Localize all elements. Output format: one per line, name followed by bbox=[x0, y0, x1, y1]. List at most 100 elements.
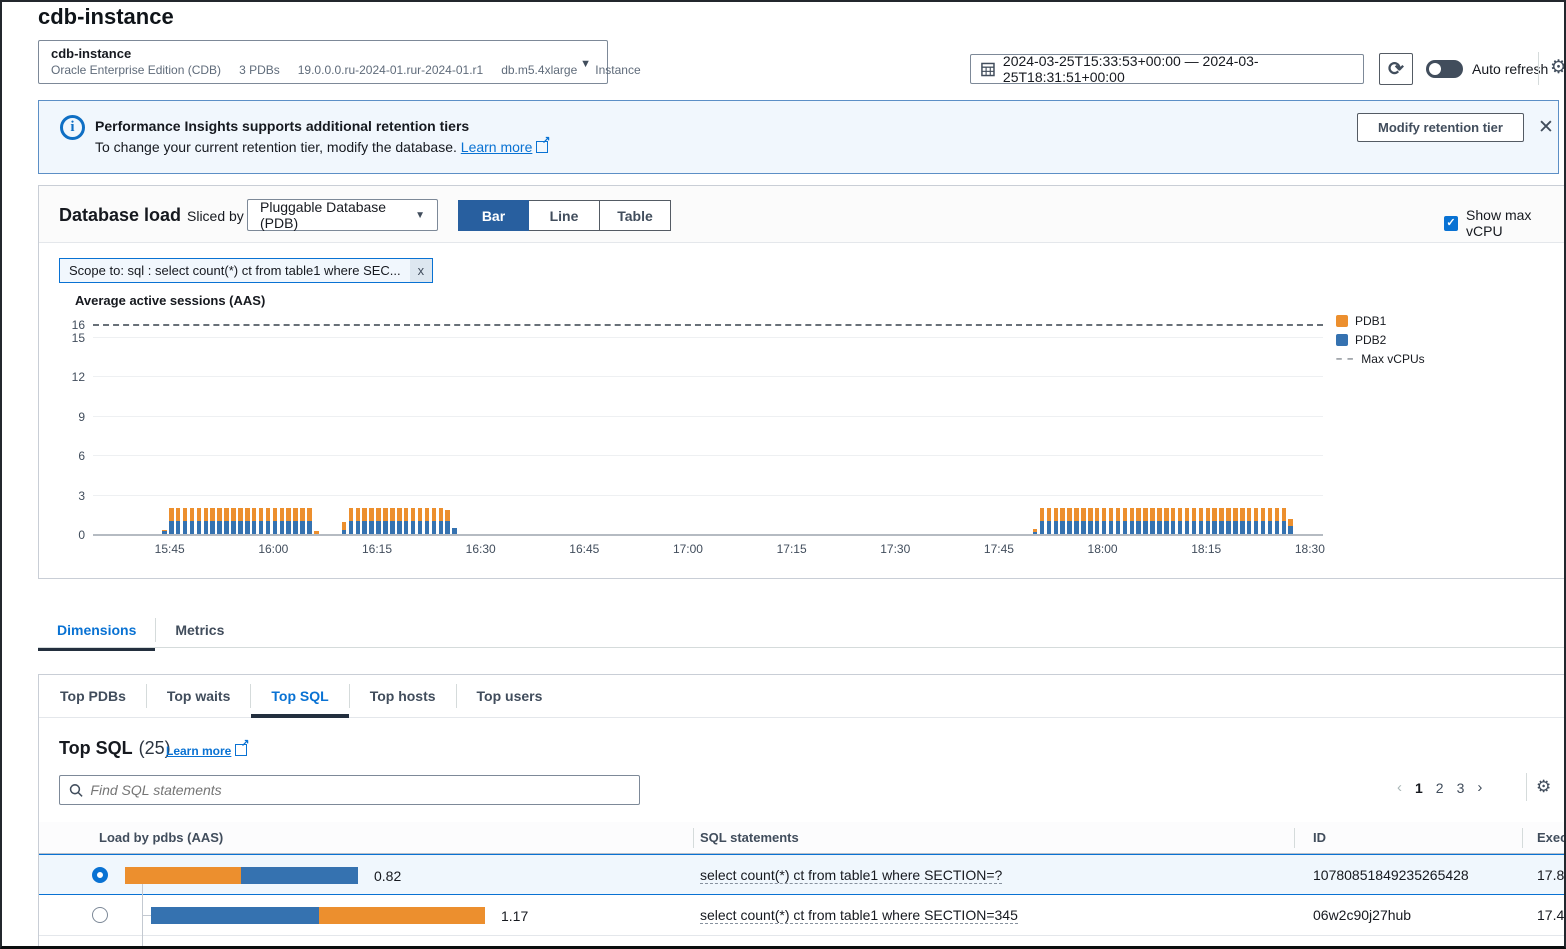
chart-bar-pdb1[interactable] bbox=[314, 531, 319, 534]
chart-bar-pdb2[interactable] bbox=[1233, 521, 1238, 534]
chart-bar-pdb2[interactable] bbox=[342, 530, 347, 534]
chart-bar-pdb2[interactable] bbox=[1206, 521, 1211, 534]
table-row[interactable]: 1.17 select count(*) ct from table1 wher… bbox=[39, 895, 1565, 936]
settings-gear-icon[interactable]: ⚙ bbox=[1550, 56, 1566, 79]
chart-bar-pdb1[interactable] bbox=[1178, 508, 1183, 521]
chart-bar-pdb1[interactable] bbox=[1261, 508, 1266, 521]
chart-bar-pdb1[interactable] bbox=[1054, 508, 1059, 521]
chart-bar-pdb1[interactable] bbox=[1040, 508, 1045, 521]
chart-bar-pdb2[interactable] bbox=[1074, 521, 1079, 534]
chart-bar-pdb2[interactable] bbox=[1282, 521, 1287, 534]
chart-bar-pdb2[interactable] bbox=[1143, 521, 1148, 534]
instance-selector[interactable]: cdb-instance Oracle Enterprise Edition (… bbox=[38, 40, 608, 84]
top-sql-learn-more-link[interactable]: Learn more bbox=[166, 744, 231, 758]
chart-bar-pdb2[interactable] bbox=[376, 521, 381, 534]
chart-bar-pdb1[interactable] bbox=[300, 508, 305, 521]
chart-bar-pdb1[interactable] bbox=[390, 508, 395, 521]
chart-bar-pdb2[interactable] bbox=[432, 521, 437, 534]
chart-bar-pdb2[interactable] bbox=[1033, 532, 1038, 534]
chart-bar-pdb2[interactable] bbox=[1040, 521, 1045, 534]
tab-metrics[interactable]: Metrics bbox=[156, 610, 243, 649]
chart-bar-pdb2[interactable] bbox=[1081, 521, 1086, 534]
chart-bar-pdb1[interactable] bbox=[1164, 508, 1169, 521]
chart-bar-pdb2[interactable] bbox=[418, 521, 423, 534]
auto-refresh-toggle[interactable] bbox=[1426, 60, 1463, 78]
pagination-next-icon[interactable]: › bbox=[1477, 779, 1482, 796]
chart-bar-pdb1[interactable] bbox=[376, 508, 381, 521]
table-row[interactable]: − 0.82 select count(*) ct from table1 wh… bbox=[39, 854, 1565, 895]
pagination-prev-icon[interactable]: ‹ bbox=[1397, 779, 1402, 796]
chart-bar-pdb2[interactable] bbox=[1192, 521, 1197, 534]
chart-bar-pdb1[interactable] bbox=[1033, 529, 1038, 533]
chart-bar-pdb1[interactable] bbox=[1123, 508, 1128, 521]
chart-bar-pdb2[interactable] bbox=[197, 521, 202, 534]
chart-bar-pdb1[interactable] bbox=[1268, 508, 1273, 521]
chart-bar-pdb2[interactable] bbox=[273, 521, 278, 534]
chart-bar-pdb2[interactable] bbox=[204, 521, 209, 534]
chart-bar-pdb1[interactable] bbox=[1206, 508, 1211, 521]
chart-bar-pdb2[interactable] bbox=[1261, 521, 1266, 534]
subtab-top-pdbs[interactable]: Top PDBs bbox=[40, 675, 146, 718]
chart-bar-pdb1[interactable] bbox=[1199, 508, 1204, 521]
view-table-button[interactable]: Table bbox=[600, 200, 671, 231]
chart-bar-pdb2[interactable] bbox=[383, 521, 388, 534]
chart-bar-pdb2[interactable] bbox=[293, 521, 298, 534]
chart-bar-pdb1[interactable] bbox=[1185, 508, 1190, 521]
chart-bar-pdb2[interactable] bbox=[224, 521, 229, 534]
chart-bar-pdb1[interactable] bbox=[383, 508, 388, 521]
chart-bar-pdb1[interactable] bbox=[1130, 508, 1135, 521]
chart-bar-pdb2[interactable] bbox=[1275, 521, 1280, 534]
sql-statement-link[interactable]: select count(*) ct from table1 where SEC… bbox=[700, 907, 1018, 924]
chart-bar-pdb2[interactable] bbox=[280, 521, 285, 534]
table-row-partial[interactable] bbox=[39, 936, 1565, 949]
chart-bar-pdb2[interactable] bbox=[286, 521, 291, 534]
chart-bar-pdb2[interactable] bbox=[445, 521, 450, 534]
modify-retention-tier-button[interactable]: Modify retention tier bbox=[1357, 113, 1524, 142]
chart-bar-pdb2[interactable] bbox=[176, 521, 181, 534]
chart-bar-pdb2[interactable] bbox=[1102, 521, 1107, 534]
chart-bar-pdb1[interactable] bbox=[252, 508, 257, 521]
chart-bar-pdb1[interactable] bbox=[369, 508, 374, 521]
chart-bar-pdb2[interactable] bbox=[217, 521, 222, 534]
chart-bar-pdb2[interactable] bbox=[404, 521, 409, 534]
chart-bar-pdb1[interactable] bbox=[1102, 508, 1107, 521]
chart-bar-pdb2[interactable] bbox=[1254, 521, 1259, 534]
chart-bar-pdb2[interactable] bbox=[238, 521, 243, 534]
chart-bar-pdb2[interactable] bbox=[1288, 526, 1293, 534]
row-radio-selected[interactable] bbox=[92, 867, 108, 883]
chart-bar-pdb1[interactable] bbox=[245, 508, 250, 521]
chart-bar-pdb2[interactable] bbox=[439, 521, 444, 534]
chart-bar-pdb2[interactable] bbox=[1247, 521, 1252, 534]
chart-bar-pdb2[interactable] bbox=[1157, 521, 1162, 534]
chart-bar-pdb2[interactable] bbox=[1116, 521, 1121, 534]
chart-bar-pdb2[interactable] bbox=[349, 521, 354, 534]
chart-bar-pdb1[interactable] bbox=[439, 508, 444, 521]
chart-bar-pdb2[interactable] bbox=[1240, 521, 1245, 534]
chart-bar-pdb1[interactable] bbox=[1192, 508, 1197, 521]
chart-bar-pdb2[interactable] bbox=[300, 521, 305, 534]
refresh-button[interactable]: ⟳ bbox=[1379, 53, 1413, 85]
chart-bar-pdb2[interactable] bbox=[1095, 521, 1100, 534]
pagination-page-3[interactable]: 3 bbox=[1457, 780, 1465, 796]
view-bar-button[interactable]: Bar bbox=[458, 200, 529, 231]
chart-bar-pdb1[interactable] bbox=[1143, 508, 1148, 521]
chart-bar-pdb2[interactable] bbox=[390, 521, 395, 534]
chart-bar-pdb2[interactable] bbox=[1199, 521, 1204, 534]
slice-dimension-select[interactable]: Pluggable Database (PDB) ▼ bbox=[247, 199, 438, 231]
chart-bar-pdb1[interactable] bbox=[418, 508, 423, 521]
chart-bar-pdb2[interactable] bbox=[1219, 521, 1224, 534]
chart-bar-pdb1[interactable] bbox=[238, 508, 243, 521]
chart-bar-pdb1[interactable] bbox=[1081, 508, 1086, 521]
show-max-vcpu-checkbox[interactable]: ✓ Show max vCPU bbox=[1444, 207, 1565, 239]
chart-bar-pdb2[interactable] bbox=[362, 521, 367, 534]
chart-bar-pdb1[interactable] bbox=[293, 508, 298, 521]
chart-bar-pdb1[interactable] bbox=[1047, 508, 1052, 521]
chart-bar-pdb1[interactable] bbox=[231, 508, 236, 521]
chart-bar-pdb1[interactable] bbox=[266, 508, 271, 521]
banner-close-icon[interactable]: ✕ bbox=[1538, 116, 1554, 139]
chart-bar-pdb2[interactable] bbox=[1178, 521, 1183, 534]
chart-bar-pdb2[interactable] bbox=[411, 521, 416, 534]
chart-bar-pdb1[interactable] bbox=[1171, 508, 1176, 521]
chart-bar-pdb1[interactable] bbox=[183, 508, 188, 521]
chart-bar-pdb1[interactable] bbox=[425, 508, 430, 521]
